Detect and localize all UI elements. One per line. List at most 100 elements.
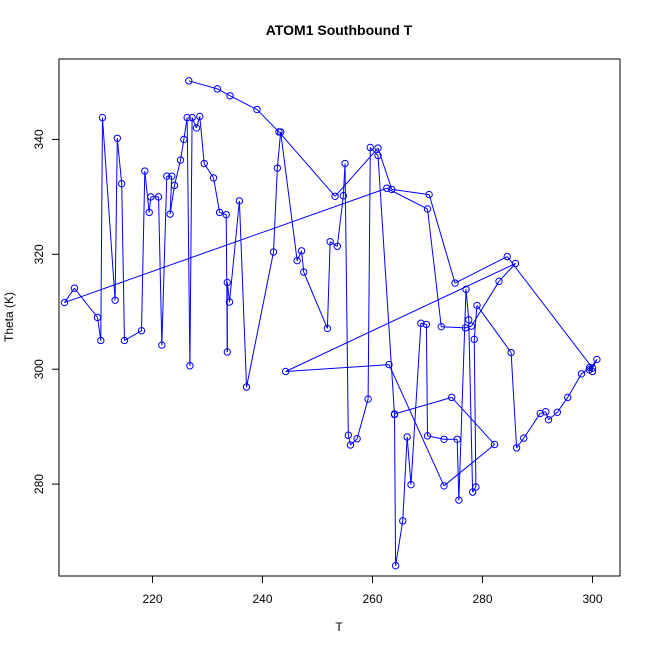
series-points [60, 77, 601, 570]
series-segment [189, 117, 193, 366]
series-segment [158, 196, 163, 346]
data-point [339, 192, 348, 200]
series-segment [367, 147, 371, 400]
data-point [242, 383, 251, 391]
series-segment [303, 271, 328, 329]
data-point [223, 278, 232, 287]
data-point [593, 355, 601, 364]
series-segment [225, 214, 228, 352]
data-point [468, 488, 477, 496]
data-point [145, 208, 153, 217]
series-segment [161, 176, 168, 346]
data-point [300, 268, 308, 276]
y-tick-label: 320 [32, 244, 46, 264]
series-segment [567, 373, 582, 398]
data-point [196, 112, 204, 121]
series-segment [101, 117, 116, 301]
data-point [399, 517, 407, 525]
series-segment [402, 436, 408, 521]
data-point [465, 316, 473, 324]
data-point [276, 128, 285, 136]
series-segment [188, 80, 218, 90]
data-point [564, 393, 572, 402]
data-point [188, 113, 196, 122]
series-segment [510, 352, 518, 448]
data-point [473, 301, 481, 310]
data-point [536, 409, 544, 418]
data-point [281, 367, 290, 376]
series-segment [471, 281, 500, 327]
data-point [158, 341, 166, 349]
series-segment [468, 319, 474, 493]
series-segment [280, 131, 298, 261]
series-segment [121, 183, 125, 341]
series-segment [465, 289, 470, 320]
series-segment [213, 177, 221, 213]
series-segment [246, 251, 274, 388]
series-segment [377, 155, 395, 415]
data-point [253, 105, 261, 114]
data-point [388, 185, 396, 194]
series-segment [516, 437, 525, 449]
data-point [472, 483, 480, 491]
data-point [507, 348, 515, 357]
series-segment [64, 187, 387, 304]
data-point [170, 181, 179, 190]
series-segment [148, 196, 152, 213]
series-segment [186, 117, 191, 366]
series-segment [285, 263, 516, 372]
data-point [293, 256, 301, 265]
data-point [93, 313, 102, 322]
series-segment [276, 131, 282, 169]
x-tick-label: 300 [582, 592, 602, 606]
data-point [383, 184, 391, 192]
data-point [223, 348, 232, 356]
data-point [391, 561, 400, 570]
data-point [437, 322, 445, 331]
series-segment [454, 256, 508, 284]
series-segment [100, 117, 103, 341]
data-point [366, 143, 374, 152]
series-segment [191, 117, 197, 129]
data-point [120, 336, 129, 345]
data-point [503, 252, 511, 261]
data-point [440, 435, 448, 443]
data-point [346, 441, 355, 449]
data-point [385, 360, 393, 369]
data-point [544, 416, 553, 424]
data-point [333, 242, 341, 250]
data-point [209, 174, 218, 182]
data-point [417, 319, 425, 327]
series-segment [116, 138, 123, 184]
data-point [176, 156, 185, 164]
series-segment [285, 364, 390, 372]
y-tick-label: 300 [32, 359, 46, 379]
data-point [225, 298, 234, 306]
data-point [235, 197, 244, 205]
data-point [341, 159, 349, 168]
data-point [331, 192, 339, 200]
data-point [137, 327, 146, 335]
data-point [269, 248, 278, 256]
data-point [374, 151, 382, 160]
series-segment [428, 194, 456, 284]
data-point [344, 431, 352, 439]
data-point [192, 124, 201, 132]
series-segment [350, 438, 358, 446]
data-point [470, 335, 478, 344]
series-segment [229, 95, 258, 110]
series-segment [506, 256, 593, 369]
data-point [423, 205, 432, 213]
series-segment [406, 436, 412, 485]
data-point [163, 172, 171, 180]
series-segment [356, 398, 369, 439]
x-tick-label: 260 [362, 592, 382, 606]
series-segment [456, 439, 460, 501]
data-point [490, 440, 499, 449]
series-segment [476, 305, 512, 353]
series-segment [347, 435, 351, 446]
data-point [455, 496, 463, 504]
series-segment [144, 170, 150, 213]
series-segment [334, 147, 379, 197]
series-segment [395, 520, 404, 566]
